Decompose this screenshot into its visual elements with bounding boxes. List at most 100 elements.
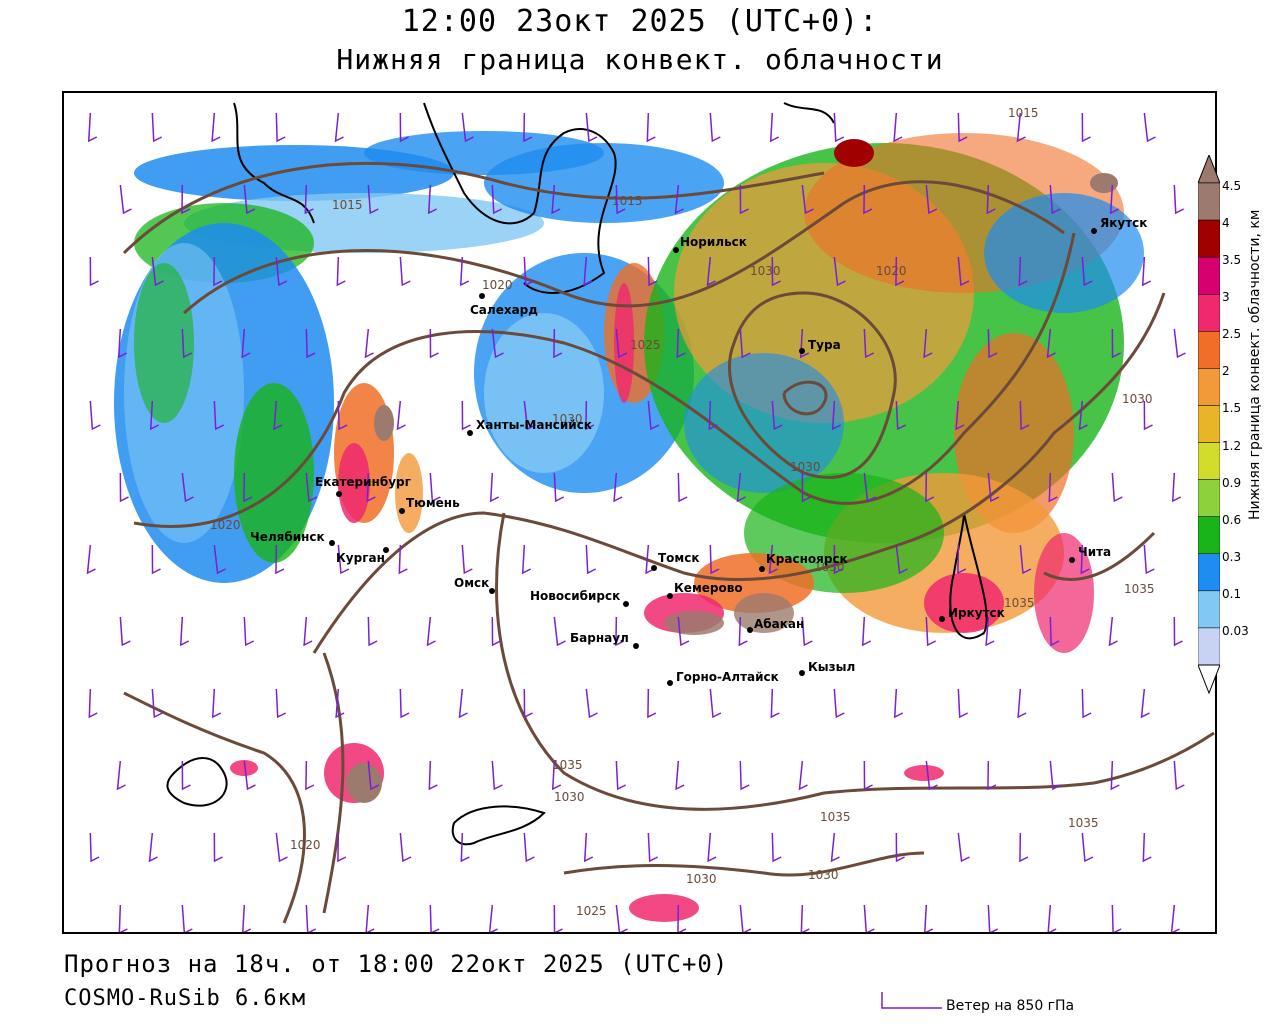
wind-barb — [426, 616, 436, 647]
wind-barb — [398, 544, 408, 575]
wind-barb — [119, 184, 132, 215]
city-marker[interactable] — [623, 601, 629, 607]
wind-barb — [739, 328, 751, 359]
wind-barb — [551, 184, 561, 215]
wind-barb — [399, 688, 410, 719]
wind-barb — [523, 112, 533, 143]
city-marker[interactable] — [799, 670, 805, 676]
wind-barb — [709, 544, 720, 575]
wind-barb — [88, 688, 98, 719]
city-marker[interactable] — [633, 643, 639, 649]
wind-barb — [863, 184, 873, 215]
city-label: Абакан — [754, 617, 804, 631]
wind-barb — [1173, 328, 1186, 359]
wind-barb — [583, 832, 594, 863]
city-label: Омск — [454, 576, 489, 590]
city-marker[interactable] — [1069, 557, 1075, 563]
city-marker[interactable] — [329, 540, 335, 546]
wind-barb — [987, 472, 1000, 503]
wind-barb — [1049, 184, 1061, 215]
wind-barb — [211, 112, 221, 143]
city-label: Курган — [336, 551, 385, 565]
wind-barb — [1018, 256, 1028, 287]
wind-barb — [1019, 832, 1029, 863]
wind-barb — [615, 904, 628, 932]
wind-barb — [615, 760, 627, 791]
city-marker[interactable] — [759, 566, 765, 572]
wind-barb — [1143, 544, 1155, 575]
wind-barb — [739, 760, 750, 791]
wind-barb — [709, 112, 721, 143]
map-subtitle: Нижняя граница конвект. облачности — [336, 43, 944, 76]
city-marker[interactable] — [399, 508, 405, 514]
wind-barb — [181, 184, 191, 215]
wind-barb — [179, 616, 190, 647]
wind-barb — [429, 904, 440, 932]
wind-barb — [1049, 616, 1060, 647]
isobar-label: 1030 — [554, 790, 585, 804]
wind-barb — [863, 472, 876, 503]
wind-barb — [800, 904, 810, 932]
color-legend — [1197, 153, 1221, 695]
wind-barb — [987, 760, 997, 791]
weather-map[interactable]: 1015 1015 1020 1020 1025 1030 1030 1030 1015 1035… — [62, 91, 1217, 934]
wind-barb — [675, 760, 685, 791]
wind-barb — [1111, 904, 1122, 932]
city-marker[interactable] — [336, 491, 342, 497]
wind-barb — [831, 400, 842, 431]
legend-swatch — [1197, 368, 1221, 406]
wind-barb — [213, 400, 225, 431]
wind-barb — [677, 472, 688, 503]
wind-barb — [242, 904, 252, 932]
city-marker[interactable] — [651, 565, 657, 571]
city-marker[interactable] — [479, 293, 485, 299]
legend-swatch — [1197, 182, 1221, 221]
wind-barb — [1019, 544, 1032, 575]
wind-barb — [987, 904, 999, 932]
wind-barb — [1171, 472, 1182, 503]
wind-barb — [957, 544, 967, 575]
wind-barb — [89, 400, 101, 431]
wind-barb — [957, 688, 969, 719]
wind-barb — [769, 112, 780, 143]
wind-barb — [676, 328, 686, 359]
isobar-label: 1020 — [876, 264, 907, 278]
legend-swatch — [1197, 516, 1221, 555]
city-marker[interactable] — [489, 588, 495, 594]
city-marker[interactable] — [467, 430, 473, 436]
city-label: Якутск — [1100, 216, 1147, 230]
wind-barb — [1140, 688, 1150, 719]
wind-barb — [895, 832, 905, 863]
wind-barb — [396, 400, 406, 431]
wind-barb — [1111, 472, 1123, 503]
wind-barb — [461, 544, 473, 575]
wind-barb — [1019, 400, 1030, 431]
isobar-label: 1035 — [1004, 596, 1035, 610]
legend-swatch — [1197, 219, 1221, 258]
legend-top-arrow — [1197, 153, 1221, 184]
city-marker[interactable] — [747, 627, 753, 633]
city-marker[interactable] — [667, 680, 673, 686]
wind-barb — [1143, 400, 1153, 431]
wind-barb — [149, 400, 160, 431]
wind-barb — [987, 328, 998, 359]
city-marker[interactable] — [383, 547, 389, 553]
city-marker[interactable] — [1091, 228, 1097, 234]
wind-barb — [615, 184, 626, 215]
wind-barb — [275, 544, 285, 575]
city-marker[interactable] — [799, 348, 805, 354]
wind-barb — [708, 400, 718, 431]
city-label: Новосибирск — [530, 589, 620, 603]
wind-barb — [151, 688, 163, 719]
legend-level-label: 0.6 — [1222, 512, 1242, 527]
isobar-label: 1030 — [1122, 392, 1153, 406]
city-marker[interactable] — [673, 247, 679, 253]
city-marker[interactable] — [667, 593, 673, 599]
legend-swatch — [1197, 590, 1221, 629]
city-marker[interactable] — [939, 616, 945, 622]
wind-barb — [491, 184, 503, 215]
legend-level-label: 1.2 — [1222, 438, 1242, 453]
wind-barb — [585, 688, 598, 719]
legend-level-label: 1.5 — [1222, 401, 1242, 416]
wind-barb — [89, 832, 100, 863]
